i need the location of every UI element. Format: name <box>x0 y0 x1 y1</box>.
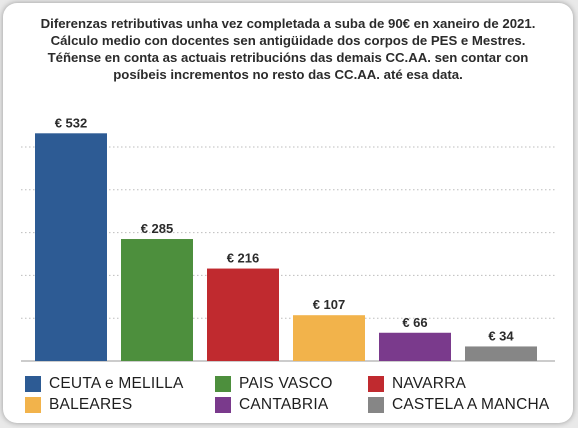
bar-cantabria <box>379 332 451 361</box>
legend-swatch <box>215 397 231 413</box>
legend-label: PAIS VASCO <box>239 375 333 392</box>
data-label: € 34 <box>488 328 514 343</box>
data-label: € 216 <box>227 251 260 266</box>
data-label: € 66 <box>402 315 427 330</box>
data-label: € 285 <box>141 221 174 236</box>
chart-card: Diferenzas retributivas unha vez complet… <box>3 3 573 423</box>
legend-label: NAVARRA <box>392 375 467 392</box>
legend-swatch <box>215 376 231 392</box>
legend-swatch <box>25 397 41 413</box>
title-line-2: Cálculo medio con docentes sen antigüida… <box>50 33 526 48</box>
bar-ceuta-e-melilla <box>35 133 107 361</box>
bar-castela-a-mancha <box>465 346 537 361</box>
bar-navarra <box>207 268 279 361</box>
legend-item: PAIS VASCO <box>215 375 368 393</box>
legend-swatch <box>368 376 384 392</box>
title-line-4: posíbeis incrementos no resto das CC.AA.… <box>113 67 463 82</box>
bar-pais-vasco <box>121 239 193 361</box>
legend-item: CASTELA A MANCHA <box>368 396 568 414</box>
title-line-3: Téñense en conta as actuais retribucións… <box>47 50 529 65</box>
legend-item: CEUTA e MELILLA <box>25 375 215 393</box>
legend-label: CEUTA e MELILLA <box>49 375 184 392</box>
bar-chart-plot: € 532 € 285 € 216 € 107 € 66 € 34 <box>21 115 555 362</box>
legend-label: CANTABRIA <box>239 396 329 413</box>
data-label: € 107 <box>313 297 346 312</box>
data-labels: € 532 € 285 € 216 € 107 € 66 € 34 <box>55 115 515 343</box>
legend-item: NAVARRA <box>368 375 568 393</box>
legend-item: BALEARES <box>25 396 215 414</box>
legend-swatch <box>25 376 41 392</box>
legend-label: CASTELA A MANCHA <box>392 396 550 413</box>
legend-label: BALEARES <box>49 396 133 413</box>
title-line-1: Diferenzas retributivas unha vez complet… <box>40 16 536 31</box>
legend-swatch <box>368 397 384 413</box>
bar-baleares <box>293 315 365 361</box>
bars <box>35 133 537 361</box>
chart-title: Diferenzas retributivas unha vez complet… <box>3 15 573 83</box>
data-label: € 532 <box>55 115 88 130</box>
legend-item: CANTABRIA <box>215 396 368 414</box>
chart-legend: CEUTA e MELILLA PAIS VASCO NAVARRA BALEARES… <box>25 375 568 414</box>
